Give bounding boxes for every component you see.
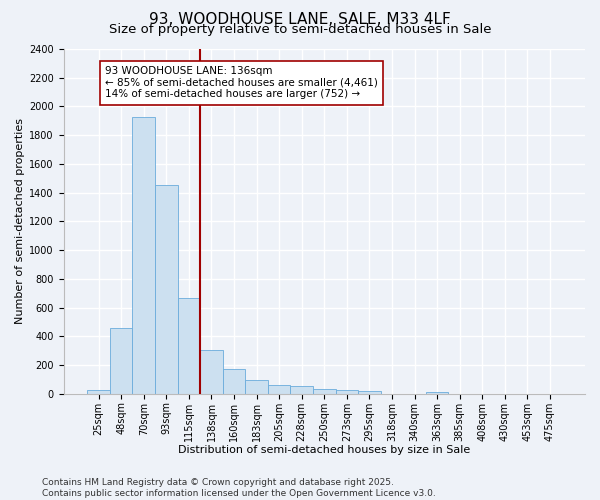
X-axis label: Distribution of semi-detached houses by size in Sale: Distribution of semi-detached houses by … bbox=[178, 445, 470, 455]
Bar bbox=[313, 389, 335, 394]
Bar bbox=[268, 385, 290, 394]
Bar bbox=[223, 368, 245, 394]
Bar bbox=[178, 298, 200, 394]
Bar bbox=[110, 328, 133, 394]
Text: Size of property relative to semi-detached houses in Sale: Size of property relative to semi-detach… bbox=[109, 22, 491, 36]
Text: 93, WOODHOUSE LANE, SALE, M33 4LF: 93, WOODHOUSE LANE, SALE, M33 4LF bbox=[149, 12, 451, 28]
Bar bbox=[155, 185, 178, 394]
Bar bbox=[245, 380, 268, 394]
Text: Contains HM Land Registry data © Crown copyright and database right 2025.
Contai: Contains HM Land Registry data © Crown c… bbox=[42, 478, 436, 498]
Bar bbox=[200, 350, 223, 394]
Bar bbox=[335, 390, 358, 394]
Y-axis label: Number of semi-detached properties: Number of semi-detached properties bbox=[15, 118, 25, 324]
Bar bbox=[358, 391, 381, 394]
Bar bbox=[133, 116, 155, 394]
Bar bbox=[88, 390, 110, 394]
Bar bbox=[290, 386, 313, 394]
Text: 93 WOODHOUSE LANE: 136sqm
← 85% of semi-detached houses are smaller (4,461)
14% : 93 WOODHOUSE LANE: 136sqm ← 85% of semi-… bbox=[106, 66, 378, 100]
Bar bbox=[426, 392, 448, 394]
